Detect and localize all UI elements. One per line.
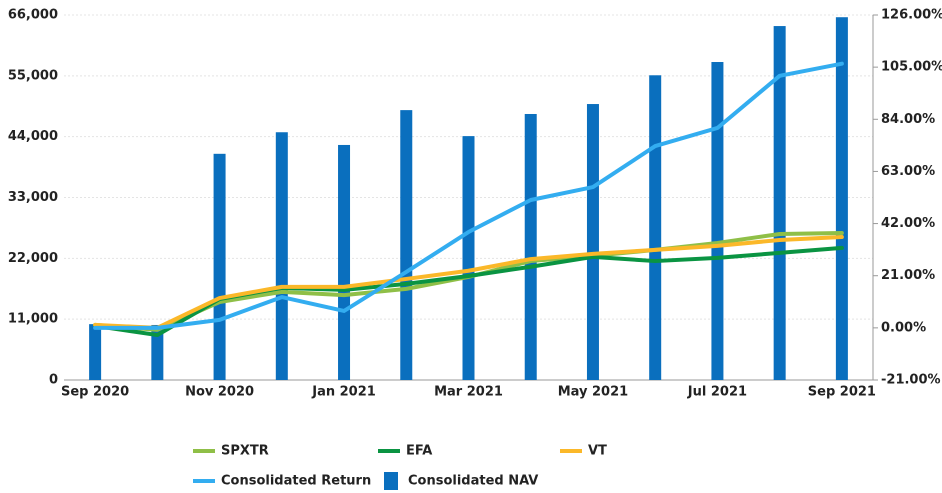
- x-tick-label: Jan 2021: [311, 385, 376, 400]
- x-tick-label: May 2021: [558, 385, 629, 400]
- bar: [524, 113, 537, 380]
- y2-tick-label: 126.00%: [881, 8, 942, 23]
- x-tick-label: Jul 2021: [687, 385, 747, 400]
- legend-label: Consolidated Return: [221, 474, 371, 489]
- y2-tick-label: 105.00%: [881, 60, 942, 75]
- bar: [275, 132, 288, 380]
- y-tick-label: 44,000: [8, 129, 58, 144]
- y2-tick-label: 42.00%: [881, 216, 935, 231]
- bar: [400, 110, 413, 380]
- bar: [462, 136, 475, 380]
- y2-tick-label: -21.00%: [881, 373, 941, 388]
- bar: [649, 75, 662, 380]
- x-tick-label: Sep 2021: [808, 385, 876, 400]
- bar: [586, 104, 599, 381]
- y-tick-label: 33,000: [8, 190, 58, 205]
- legend-label: VT: [588, 444, 607, 459]
- bar: [338, 144, 351, 380]
- legend-label: EFA: [406, 444, 432, 459]
- y-tick-label: 22,000: [8, 251, 58, 266]
- bar: [835, 17, 848, 380]
- y-tick-label: 11,000: [8, 312, 58, 327]
- bar: [773, 26, 786, 380]
- y2-tick-label: 21.00%: [881, 268, 935, 283]
- y2-tick-label: 84.00%: [881, 112, 935, 127]
- x-tick-label: Nov 2020: [185, 385, 254, 400]
- y2-tick-label: 63.00%: [881, 164, 935, 179]
- bar: [151, 324, 164, 380]
- legend-swatch: [384, 472, 398, 490]
- legend-label: SPXTR: [221, 444, 269, 459]
- bar: [89, 324, 102, 380]
- line: [93, 61, 844, 330]
- y2-tick-label: 0.00%: [881, 320, 926, 335]
- bar: [213, 153, 226, 380]
- line: [93, 234, 844, 330]
- x-tick-label: Mar 2021: [434, 385, 503, 400]
- x-tick-label: Sep 2020: [61, 385, 129, 400]
- y-tick-label: 0: [49, 373, 58, 388]
- y-tick-label: 66,000: [8, 8, 58, 23]
- y-tick-label: 55,000: [8, 68, 58, 83]
- legend-label: Consolidated NAV: [408, 474, 538, 489]
- bar: [711, 62, 724, 381]
